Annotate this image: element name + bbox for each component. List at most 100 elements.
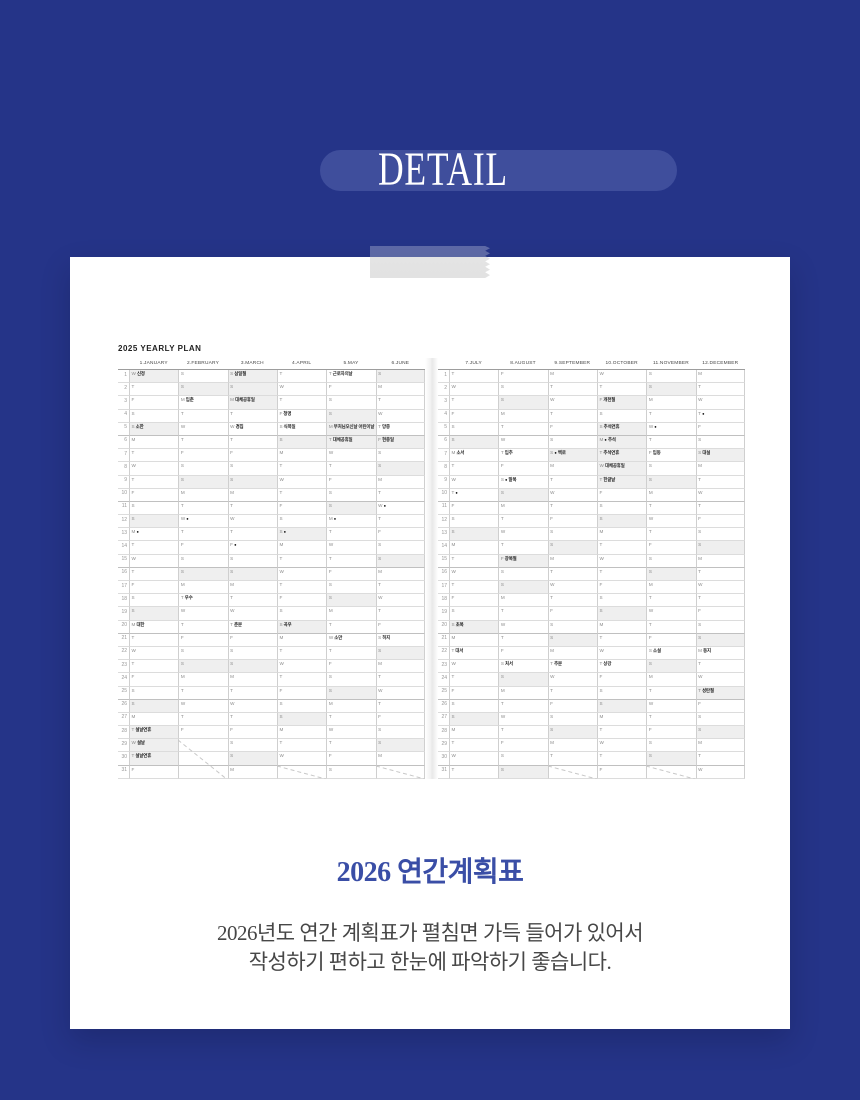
day-letter: M xyxy=(500,595,505,601)
planner-cell: S xyxy=(326,488,376,502)
day-letter: M xyxy=(230,489,234,495)
planner-cell: T xyxy=(547,475,597,489)
event-label: 입춘 xyxy=(184,397,194,403)
day-letter: T xyxy=(451,555,455,561)
day-letter: M xyxy=(131,529,136,535)
day-letter: S xyxy=(328,766,332,772)
row-number: 31 xyxy=(438,766,449,779)
day-letter: S xyxy=(131,687,135,693)
planner-cell: T xyxy=(498,515,548,529)
planner-cell: W xyxy=(375,594,425,608)
planner-cell: S xyxy=(375,739,425,753)
day-letter: S xyxy=(648,661,652,667)
planner-cell: S xyxy=(695,528,745,542)
day-letter: F xyxy=(648,542,652,548)
full-moon-dot: ● xyxy=(382,502,387,508)
day-letter: T xyxy=(500,542,504,548)
planner-cell: T xyxy=(227,528,277,542)
day-letter: S xyxy=(648,476,652,482)
planner-cell: W xyxy=(498,712,548,727)
planner-cell: F xyxy=(695,422,745,436)
day-letter: W xyxy=(599,555,604,561)
day-letter: W xyxy=(451,661,456,667)
planner-cell: W xyxy=(695,581,745,595)
day-letter: T xyxy=(131,384,135,390)
day-letter: W xyxy=(328,727,334,733)
day-letter: S xyxy=(180,371,184,376)
planner-cell xyxy=(178,752,228,766)
day-letter: S xyxy=(279,608,283,614)
day-letter: F xyxy=(230,450,233,456)
planner-cell: T xyxy=(596,752,647,766)
day-letter: F xyxy=(648,450,652,456)
planner-cell: S xyxy=(646,739,696,753)
day-letter: S xyxy=(131,410,135,416)
day-letter: F xyxy=(180,542,184,548)
day-letter: M xyxy=(648,582,653,587)
planner-cell: S xyxy=(596,501,647,516)
full-moon-dot: ● xyxy=(135,529,139,535)
planner-cell xyxy=(375,765,425,779)
event-label: 소설 xyxy=(651,647,661,653)
planner-cell: M xyxy=(375,567,425,581)
event-label: 추석연휴 xyxy=(602,423,620,429)
planner-cell: F xyxy=(498,739,548,753)
planner-cell: S xyxy=(695,633,745,647)
day-letter: M xyxy=(550,647,554,653)
planner-cell: T xyxy=(276,739,327,753)
day-letter: S xyxy=(451,516,455,522)
day-letter: T xyxy=(451,397,455,403)
day-letter: T xyxy=(500,450,504,456)
day-letter: W xyxy=(500,529,506,535)
planner-cell: M xyxy=(178,581,228,595)
day-letter: F xyxy=(451,687,455,693)
day-letter: S xyxy=(279,423,283,429)
planner-cell: S xyxy=(498,567,548,581)
row-number: 11 xyxy=(438,502,449,516)
day-letter: W xyxy=(648,516,654,522)
planner-cell: M xyxy=(646,581,696,595)
day-letter: W xyxy=(230,423,235,429)
day-letter: M xyxy=(550,371,554,376)
day-letter: F xyxy=(500,463,504,469)
row-number: 6 xyxy=(438,436,449,450)
planner-cell: T xyxy=(276,673,327,687)
planner-cell: F xyxy=(547,515,597,529)
day-letter: M xyxy=(328,423,333,429)
row-number: 22 xyxy=(118,647,129,661)
planner-cell: S xyxy=(227,660,277,674)
day-letter: S xyxy=(451,423,455,429)
full-moon-dot: ● xyxy=(603,436,607,442)
day-letter: W xyxy=(378,410,383,416)
planner-cell: W 설날 xyxy=(129,739,179,753)
day-letter: T xyxy=(550,595,553,601)
day-letter: S xyxy=(698,621,702,627)
planner-cell: M xyxy=(449,633,499,647)
day-letter: T xyxy=(451,463,455,469)
planner-cell: S xyxy=(449,422,499,436)
row-number: 13 xyxy=(118,528,129,542)
day-letter: W xyxy=(279,384,284,390)
planner-spread: 1.JANUARY 2.FEBRUARY 3.MARCH 4.APRIL 5.MAY 6.… xyxy=(118,358,745,779)
day-letter: T xyxy=(328,713,332,719)
day-letter: S xyxy=(230,384,234,390)
day-letter: S xyxy=(648,568,652,574)
planner-cell: T xyxy=(178,712,228,727)
planner-cell: F 개천절 xyxy=(596,396,647,410)
day-letter: S xyxy=(698,450,702,456)
planner-cell: T xyxy=(178,620,228,634)
planner-cell: T xyxy=(646,528,696,542)
planner-cell: T xyxy=(646,594,696,608)
event-label: 근로자의날 xyxy=(331,371,353,376)
planner-cell: M xyxy=(129,435,179,450)
row-number: 1 xyxy=(438,370,449,384)
day-letter: F xyxy=(131,397,135,403)
planner-cell: S xyxy=(695,726,745,740)
planner-cell: T xyxy=(178,686,228,700)
planner-cell: S xyxy=(178,646,228,661)
row-number: 8 xyxy=(118,462,129,476)
day-letter: S xyxy=(279,529,283,535)
day-letter: T xyxy=(550,502,553,508)
planner-cell: S ● 백로 xyxy=(547,449,597,463)
planner-cell: T xyxy=(695,660,745,674)
